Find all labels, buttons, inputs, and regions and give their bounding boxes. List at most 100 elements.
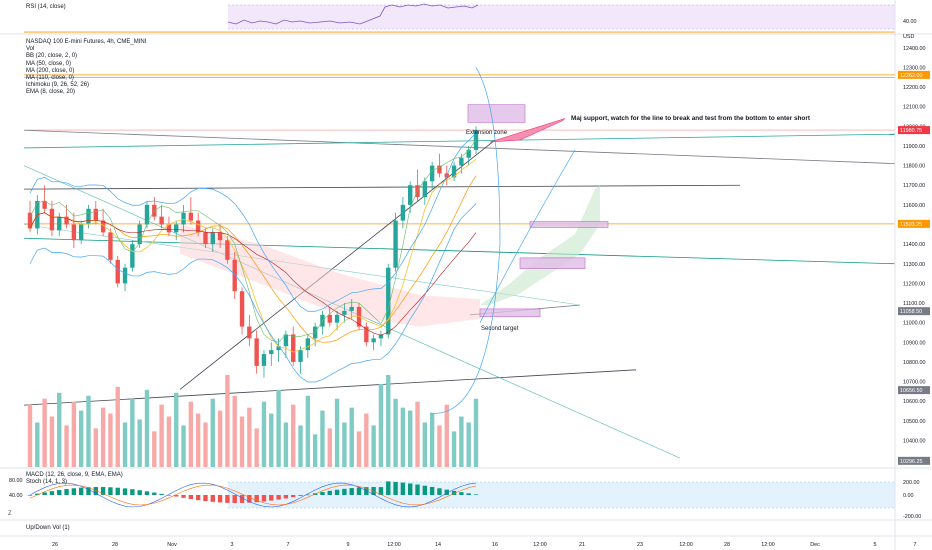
trendline-lower[interactable] bbox=[23, 369, 637, 406]
trendline-upper[interactable] bbox=[23, 129, 896, 165]
volume-bar bbox=[152, 431, 157, 467]
legend-item-ichimoku[interactable]: Ichimoku (9, 26, 52, 26) bbox=[26, 82, 90, 89]
bb-projection-b bbox=[479, 149, 576, 323]
candle[interactable] bbox=[86, 204, 91, 229]
svg-text:11980.75: 11980.75 bbox=[900, 128, 922, 134]
candle[interactable] bbox=[254, 330, 259, 374]
candle[interactable] bbox=[466, 145, 471, 166]
candle[interactable] bbox=[115, 255, 120, 288]
candle[interactable] bbox=[371, 334, 376, 351]
candle[interactable] bbox=[305, 334, 311, 359]
candle[interactable] bbox=[159, 204, 164, 229]
trendline-teal-top[interactable] bbox=[23, 133, 896, 149]
volume-bar bbox=[144, 389, 150, 467]
candle[interactable] bbox=[327, 306, 332, 327]
candle[interactable] bbox=[364, 322, 369, 347]
zone-extension[interactable] bbox=[467, 104, 526, 123]
candle[interactable] bbox=[122, 263, 128, 292]
macd-histogram-bar bbox=[342, 488, 347, 495]
candle[interactable] bbox=[378, 330, 384, 347]
candle[interactable] bbox=[64, 204, 69, 229]
legend-item-bb[interactable]: BB (20, close, 2, 0) bbox=[26, 53, 78, 60]
legend-item-ma200[interactable]: MA (200, close, 0) bbox=[26, 67, 75, 74]
candle[interactable] bbox=[451, 161, 457, 182]
volume-bar bbox=[42, 398, 47, 467]
ichimoku-lagging-line[interactable] bbox=[29, 138, 477, 343]
rsi-pane bbox=[0, 0, 895, 34]
candle[interactable] bbox=[166, 216, 172, 237]
candle[interactable] bbox=[108, 228, 113, 264]
trendline-mid[interactable] bbox=[23, 184, 741, 190]
updown-vol-label[interactable]: Up/Down Vol (1) bbox=[26, 525, 70, 531]
legend-item-ma110[interactable]: MA (110, close, 0) bbox=[26, 75, 74, 82]
candle[interactable] bbox=[473, 126, 479, 154]
candle[interactable] bbox=[42, 185, 47, 213]
candle[interactable] bbox=[49, 200, 55, 237]
legend-item-ema[interactable]: EMA (8, close, 20) bbox=[26, 89, 76, 96]
price-badge[interactable]: 11503.25 bbox=[898, 219, 930, 228]
candle[interactable] bbox=[386, 263, 391, 339]
candle[interactable] bbox=[342, 303, 347, 323]
candle[interactable] bbox=[334, 310, 340, 331]
symbol-title[interactable]: NASDAQ 100 E-mini Futures, 4h, CME_MINI bbox=[26, 39, 147, 45]
macd-histogram-bar bbox=[195, 495, 201, 501]
macd-histogram-bar bbox=[247, 495, 252, 503]
svg-text:10296.25: 10296.25 bbox=[900, 459, 922, 465]
stoch-label[interactable]: Stoch (14, 1, 3) bbox=[26, 479, 68, 485]
zone-second-target[interactable] bbox=[479, 308, 541, 318]
price-badge[interactable]: 11980.75 bbox=[898, 126, 930, 134]
ema-line[interactable] bbox=[29, 158, 477, 353]
price-badge[interactable]: 10296.25 bbox=[898, 456, 930, 465]
candle[interactable] bbox=[437, 153, 442, 178]
price-badge[interactable]: 12262.00 bbox=[898, 70, 930, 79]
zone-11500[interactable] bbox=[529, 221, 609, 228]
candle[interactable] bbox=[232, 251, 237, 300]
candle[interactable] bbox=[291, 326, 296, 366]
candle[interactable] bbox=[269, 342, 274, 366]
candle[interactable] bbox=[349, 299, 354, 319]
ma110-line[interactable] bbox=[29, 212, 477, 336]
bb-upper-line[interactable] bbox=[29, 132, 477, 312]
candle[interactable] bbox=[400, 197, 406, 229]
legend-item-ma50[interactable]: MA (50, close, 0) bbox=[26, 60, 72, 67]
candle[interactable] bbox=[93, 200, 98, 225]
volume-bar bbox=[466, 422, 471, 467]
candle[interactable] bbox=[283, 330, 289, 359]
candle[interactable] bbox=[100, 208, 106, 237]
price-tick: 11300.00 bbox=[903, 262, 925, 268]
price-badge[interactable]: 11058.50 bbox=[898, 307, 930, 316]
legend-item-vol[interactable]: Vol bbox=[26, 46, 35, 53]
candle[interactable] bbox=[261, 350, 267, 378]
macd-histogram-bar bbox=[203, 495, 208, 502]
bb-lower-line[interactable] bbox=[29, 203, 477, 383]
candle[interactable] bbox=[247, 314, 252, 347]
candle[interactable] bbox=[203, 228, 208, 249]
candle[interactable] bbox=[225, 236, 230, 264]
candle[interactable] bbox=[152, 197, 157, 221]
candle[interactable] bbox=[137, 220, 142, 249]
zone-11300[interactable] bbox=[519, 257, 586, 269]
candle[interactable] bbox=[239, 287, 245, 335]
candle[interactable] bbox=[298, 346, 303, 374]
price-axis[interactable]: 12400.0012300.0012200.0012100.0012000.00… bbox=[898, 19, 930, 465]
candle[interactable] bbox=[422, 177, 428, 205]
candle[interactable] bbox=[174, 220, 179, 241]
trendline-teal[interactable] bbox=[23, 237, 896, 265]
rsi-tick: 40.00 bbox=[903, 19, 917, 25]
candle[interactable] bbox=[217, 224, 223, 249]
candle[interactable] bbox=[415, 169, 420, 201]
candle[interactable] bbox=[356, 303, 362, 331]
macd-histogram-bar bbox=[181, 495, 186, 498]
macd-label[interactable]: MACD (12, 26, close, 9, EMA, EMA) bbox=[26, 472, 123, 478]
candle[interactable] bbox=[181, 204, 186, 233]
annotation-arrow[interactable] bbox=[489, 118, 566, 143]
candle[interactable] bbox=[71, 212, 77, 249]
price-tick: 11600.00 bbox=[903, 203, 925, 209]
candle[interactable] bbox=[429, 161, 435, 190]
price-badge[interactable]: 10656.50 bbox=[898, 386, 930, 395]
trendline-rising[interactable] bbox=[179, 139, 496, 390]
candle[interactable] bbox=[57, 212, 62, 237]
candle[interactable] bbox=[393, 212, 398, 272]
candle[interactable] bbox=[130, 240, 135, 272]
